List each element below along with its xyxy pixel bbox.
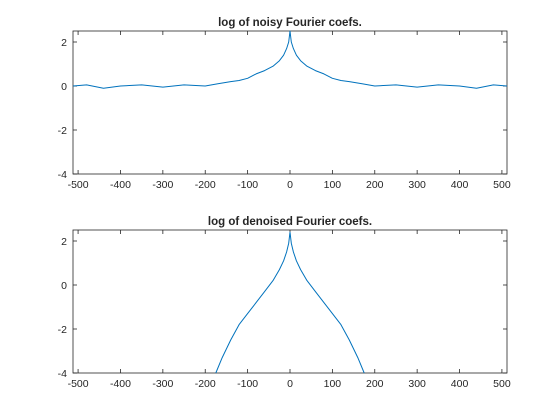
series-line [215,231,365,374]
y-tick-label: -4 [58,169,67,181]
y-tick-label: 0 [61,280,67,292]
x-tick-label: 500 [493,179,511,191]
x-tick-label: -500 [68,179,89,191]
x-tick-label: -300 [152,378,173,390]
axes-box [72,30,508,175]
x-tick-label: 300 [408,378,426,390]
axes-noisy: log of noisy Fourier coefs. -500 -400 -300… [58,17,511,191]
x-tick-label: 0 [287,378,293,390]
x-tick-label: -100 [237,378,258,390]
chart-title: log of denoised Fourier coefs. [208,216,372,228]
axes-box [72,229,508,374]
series-line [72,30,508,89]
x-tick-label: 200 [366,179,384,191]
x-tick-label: -400 [110,179,131,191]
x-tick-label: 0 [287,179,293,191]
y-tick-label: 0 [61,81,67,93]
ticks: -500 -400 -300 -200 -100 0 100 200 300 400 500 -4 -2… [58,31,511,191]
x-tick-label: -200 [195,378,216,390]
x-tick-label: -100 [237,179,258,191]
axes-denoised: log of denoised Fourier coefs. -500 -400-… [58,216,511,390]
y-tick-label: 2 [61,37,67,49]
x-tick-label: 100 [324,179,342,191]
y-tick-label: -2 [58,125,67,137]
x-tick-label: -500 [68,378,89,390]
x-tick-label: -300 [152,179,173,191]
x-tick-label: 200 [366,378,384,390]
y-tick-label: -2 [58,324,67,336]
x-tick-label: -400 [110,378,131,390]
chart-title: log of noisy Fourier coefs. [218,17,362,29]
x-tick-label: 100 [324,378,342,390]
y-tick-label: 2 [61,236,67,248]
ticks: -500 -400 -300 -200 -100 0 100 200 300 400 500 -4 -2… [58,230,511,390]
x-tick-label: 400 [451,179,469,191]
x-tick-label: -200 [195,179,216,191]
x-tick-label: 300 [408,179,426,191]
x-tick-label: 500 [493,378,511,390]
x-tick-label: 400 [451,378,469,390]
y-tick-label: -4 [58,368,67,380]
